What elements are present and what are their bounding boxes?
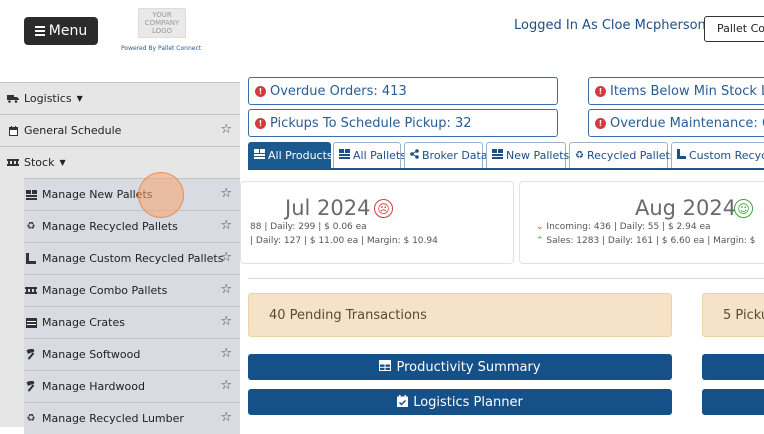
boxes-icon [254, 149, 265, 162]
tab-broker-data[interactable]: Broker Data [404, 142, 488, 168]
favorite-star-icon[interactable]: ☆ [220, 346, 232, 361]
hammer-icon [24, 381, 38, 392]
calendar-icon [6, 125, 20, 136]
boxes-icon [24, 189, 38, 200]
tab-all-pallets[interactable]: All Pallets [333, 142, 406, 168]
logged-in-user[interactable]: Logged In As Cloe Mcpherson | [514, 18, 714, 33]
sidebar-item-manage-recycled-pallets[interactable]: ♻ Manage Recycled Pallets ☆ [24, 210, 240, 242]
click-indicator [138, 172, 184, 218]
chevron-up-icon: ⌃ [536, 236, 544, 246]
calendar-check-icon [397, 394, 409, 410]
caret-down-icon: ▼ [76, 94, 83, 103]
boxes-icon [339, 149, 350, 162]
tab-custom-recycled[interactable]: Custom Recycle [671, 142, 764, 168]
exclamation-icon: ! [595, 85, 606, 97]
menu-button-label: Menu [48, 23, 88, 39]
sidebar-item-stock[interactable]: Stock ▼ [0, 146, 240, 178]
productivity-summary-button[interactable]: Productivity Summary [248, 354, 672, 380]
right-column-button-2[interactable] [702, 389, 764, 415]
happy-face-icon: ☺ [734, 199, 753, 218]
favorite-star-icon[interactable]: ☆ [220, 250, 232, 265]
tab-underline [248, 168, 764, 170]
sidebar-item-manage-recycled-lumber[interactable]: ♻ Manage Recycled Lumber ☆ [24, 402, 240, 434]
incoming-stats: 88 | Daily: 299 | $ 0.06 ea [250, 222, 367, 232]
menu-button[interactable]: Menu [24, 17, 98, 45]
company-logo[interactable]: YOUR COMPANY LOGO [138, 8, 186, 38]
logistics-planner-button[interactable]: Logistics Planner [248, 389, 672, 415]
pallet-icon [6, 159, 20, 166]
recycle-icon: ♻ [575, 150, 584, 161]
favorite-star-icon[interactable]: ☆ [220, 218, 232, 233]
tab-new-pallets[interactable]: New Pallets [486, 142, 569, 168]
favorite-star-icon[interactable]: ☆ [220, 410, 232, 425]
pending-transactions-panel[interactable]: 40 Pending Transactions [248, 293, 672, 337]
alert-pickups-to-schedule[interactable]: ! Pickups To Schedule Pickup: 32 [248, 109, 558, 137]
alert-overdue-orders[interactable]: ! Overdue Orders: 413 [248, 77, 558, 105]
favorite-star-icon[interactable]: ☆ [220, 378, 232, 393]
sidebar-item-logistics[interactable]: Logistics ▼ [0, 82, 240, 114]
hamburger-icon [34, 26, 45, 36]
custom-pallet-icon [677, 149, 686, 162]
product-tabs: All Products All Pallets Broker Data New… [248, 142, 764, 168]
divider [248, 278, 764, 279]
favorite-star-icon[interactable]: ☆ [220, 314, 232, 329]
alert-items-below-min-stock[interactable]: ! Items Below Min Stock Lev [588, 77, 764, 105]
crate-icon [24, 317, 38, 328]
pallet-connect-button[interactable]: Pallet Con [704, 16, 764, 42]
exclamation-icon: ! [255, 117, 266, 129]
sidebar-item-manage-softwood[interactable]: Manage Softwood ☆ [24, 338, 240, 370]
sidebar-item-manage-combo-pallets[interactable]: Manage Combo Pallets ☆ [24, 274, 240, 306]
sales-stats: ⌃ Sales: 1283 | Daily: 161 | $ 6.60 ea |… [536, 236, 756, 246]
sidebar-item-general-schedule[interactable]: General Schedule ☆ [0, 114, 240, 146]
table-icon [379, 360, 392, 374]
custom-pallet-icon [24, 253, 38, 264]
boxes-icon [492, 149, 503, 162]
share-icon [410, 149, 419, 162]
month-title: Aug 2024 [635, 196, 737, 220]
month-title: Jul 2024 [285, 196, 371, 220]
pallet-icon [24, 287, 38, 294]
sad-face-icon: ☹ [374, 199, 393, 218]
tab-all-products[interactable]: All Products [248, 142, 333, 168]
recycle-icon: ♻ [26, 413, 36, 424]
caret-down-icon: ▼ [59, 158, 66, 167]
chevron-down-icon: ⌄ [536, 222, 544, 232]
favorite-star-icon[interactable]: ☆ [220, 282, 232, 297]
sidebar-item-manage-new-pallets[interactable]: Manage New Pallets ☆ [24, 178, 240, 210]
exclamation-icon: ! [255, 85, 266, 97]
truck-icon [6, 94, 20, 103]
pending-pickups-panel[interactable]: 5 Picku [702, 293, 764, 337]
favorite-star-icon[interactable]: ☆ [220, 186, 232, 201]
summary-card-aug: Aug 2024 ☺ ⌄ Incoming: 436 | Daily: 55 |… [519, 181, 764, 264]
sidebar-item-manage-hardwood[interactable]: Manage Hardwood ☆ [24, 370, 240, 402]
right-column-button[interactable] [702, 354, 764, 380]
powered-by-text: Powered By Pallet Connect [121, 45, 202, 52]
exclamation-icon: ! [595, 117, 606, 129]
favorite-star-icon[interactable]: ☆ [220, 122, 232, 137]
alert-overdue-maintenance[interactable]: ! Overdue Maintenance: 6 [588, 109, 764, 137]
tab-recycled-pallets[interactable]: ♻ Recycled Pallets [569, 142, 676, 168]
summary-card-jul: Jul 2024 ☹ 88 | Daily: 299 | $ 0.06 ea |… [240, 181, 514, 264]
recycle-icon: ♻ [26, 221, 36, 232]
top-bar: Menu YOUR COMPANY LOGO Powered By Pallet… [0, 0, 764, 72]
sidebar-item-manage-crates[interactable]: Manage Crates ☆ [24, 306, 240, 338]
sidebar-item-manage-custom-recycled-pallets[interactable]: Manage Custom Recycled Pallets ☆ [24, 242, 240, 274]
hammer-icon [24, 349, 38, 360]
sidebar: Logistics ▼ General Schedule ☆ Stock ▼ M… [0, 82, 240, 434]
incoming-stats: ⌄ Incoming: 436 | Daily: 55 | $ 2.94 ea [536, 222, 711, 232]
sales-stats: | Daily: 127 | $ 11.00 ea | Margin: $ 10… [250, 236, 438, 246]
